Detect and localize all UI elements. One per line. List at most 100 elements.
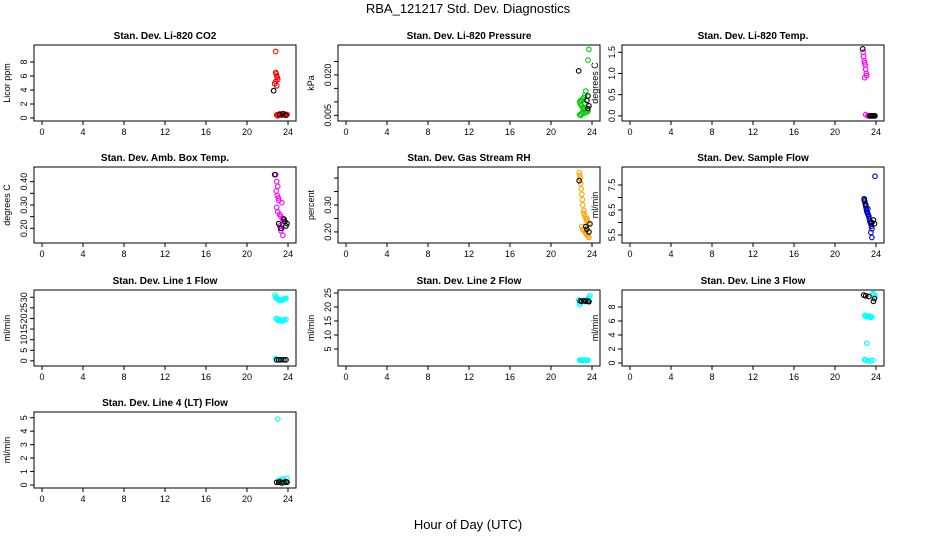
x-tick-label: 8 — [121, 249, 126, 259]
x-tick-label: 20 — [242, 494, 252, 504]
x-tick-label: 8 — [709, 249, 714, 259]
x-tick-label: 24 — [587, 372, 597, 382]
data-point — [271, 171, 278, 178]
x-tick-label: 8 — [425, 372, 430, 382]
data-point — [273, 178, 280, 185]
x-tick-label: 24 — [283, 372, 293, 382]
panel-title: Stan. Dev. Line 3 Flow — [701, 276, 806, 287]
y-tick-label: 0 — [607, 360, 617, 365]
x-tick-label: 4 — [668, 372, 673, 382]
y-tick-label: 4 — [19, 429, 29, 434]
x-tick-label: 8 — [425, 127, 430, 137]
data-point — [274, 183, 281, 190]
y-tick-label: 0.5 — [607, 88, 617, 101]
data-point — [577, 97, 584, 104]
y-tick-label: 0 — [19, 115, 29, 120]
panel-3: Stan. Dev. Amb. Box Temp. 0 4 8 12 16 20 24 0.20… — [2, 153, 297, 259]
y-axis-label: ml/min — [2, 315, 12, 342]
data-point — [861, 74, 868, 81]
x-tick-label: 4 — [80, 372, 85, 382]
panel-title: Stan. Dev. Sample Flow — [697, 153, 809, 164]
y-tick-label: 0.020 — [323, 64, 333, 87]
plot-frame — [621, 44, 885, 122]
data-point — [578, 185, 585, 192]
x-tick-label: 4 — [80, 494, 85, 504]
data-point — [582, 298, 589, 305]
data-point — [284, 479, 290, 486]
y-axis-label: ml/min — [2, 437, 12, 464]
x-tick-label: 20 — [546, 372, 556, 382]
y-tick-label: 4 — [19, 87, 29, 92]
data-point — [273, 188, 280, 194]
data-point — [872, 173, 878, 180]
data-point — [585, 57, 591, 63]
y-tick-label: 6.5 — [607, 204, 617, 217]
x-tick-label: 4 — [384, 127, 389, 137]
data-point — [587, 292, 593, 299]
data-point — [868, 220, 874, 227]
data-point — [579, 109, 586, 115]
data-point — [585, 105, 591, 112]
x-tick-label: 4 — [384, 249, 389, 259]
data-point — [870, 357, 876, 364]
x-tick-label: 4 — [384, 372, 389, 382]
y-axis-label: degrees C — [2, 184, 12, 226]
data-point — [580, 207, 587, 214]
plot-frame — [33, 166, 297, 244]
data-point — [582, 223, 589, 230]
data-point — [862, 202, 869, 208]
x-tick-label: 20 — [242, 127, 252, 137]
x-tick-label: 20 — [242, 372, 252, 382]
y-tick-label: 0.20 — [323, 223, 333, 241]
x-tick-label: 8 — [709, 372, 714, 382]
plot-frame — [621, 166, 885, 244]
y-tick-label: 5 — [19, 348, 29, 353]
plot-frame — [33, 44, 297, 122]
x-tick-label: 0 — [39, 494, 44, 504]
panel-title: Stan. Dev. Line 1 Flow — [113, 276, 218, 287]
y-axis-label: ml/min — [590, 315, 600, 342]
data-point — [577, 175, 584, 181]
data-point — [585, 357, 591, 364]
data-point — [868, 229, 874, 236]
y-axis-label: ml/min — [306, 315, 316, 342]
y-tick-label: 30 — [19, 292, 29, 302]
x-tick-label: 12 — [160, 249, 170, 259]
x-tick-label: 0 — [343, 372, 348, 382]
y-tick-label: 10 — [19, 335, 29, 345]
x-tick-label: 8 — [121, 494, 126, 504]
x-axis-label: Hour of Day (UTC) — [413, 517, 523, 532]
panel-title: Stan. Dev. Li-820 Pressure — [407, 31, 532, 42]
plot-frame — [33, 411, 297, 489]
panel-title: Stan. Dev. Gas Stream RH — [407, 153, 530, 164]
data-point — [576, 177, 583, 184]
data-point — [272, 48, 279, 55]
plot-frame — [337, 289, 601, 367]
x-tick-label: 24 — [871, 249, 881, 259]
x-tick-label: 12 — [464, 249, 474, 259]
x-tick-label: 16 — [201, 372, 211, 382]
data-point — [861, 197, 868, 203]
y-tick-label: 25 — [323, 288, 333, 298]
data-point — [585, 93, 591, 99]
x-tick-label: 8 — [709, 127, 714, 137]
data-point — [579, 202, 586, 208]
y-tick-label: 0 — [19, 358, 29, 363]
x-tick-label: 12 — [160, 494, 170, 504]
data-point — [283, 356, 289, 363]
plot-frame — [621, 289, 885, 367]
x-tick-label: 12 — [160, 127, 170, 137]
x-tick-label: 0 — [627, 249, 632, 259]
y-tick-label: 0.20 — [19, 220, 29, 238]
data-point — [869, 234, 875, 241]
y-tick-label: 0.40 — [19, 173, 29, 191]
x-tick-label: 24 — [587, 127, 597, 137]
y-tick-label: 0 — [19, 482, 29, 487]
y-tick-label: 5.5 — [607, 229, 617, 242]
panel-title: Stan. Dev. Li-820 Temp. — [698, 31, 809, 42]
plot-frame — [33, 289, 297, 367]
y-tick-label: 4 — [607, 332, 617, 337]
x-tick-label: 0 — [627, 127, 632, 137]
